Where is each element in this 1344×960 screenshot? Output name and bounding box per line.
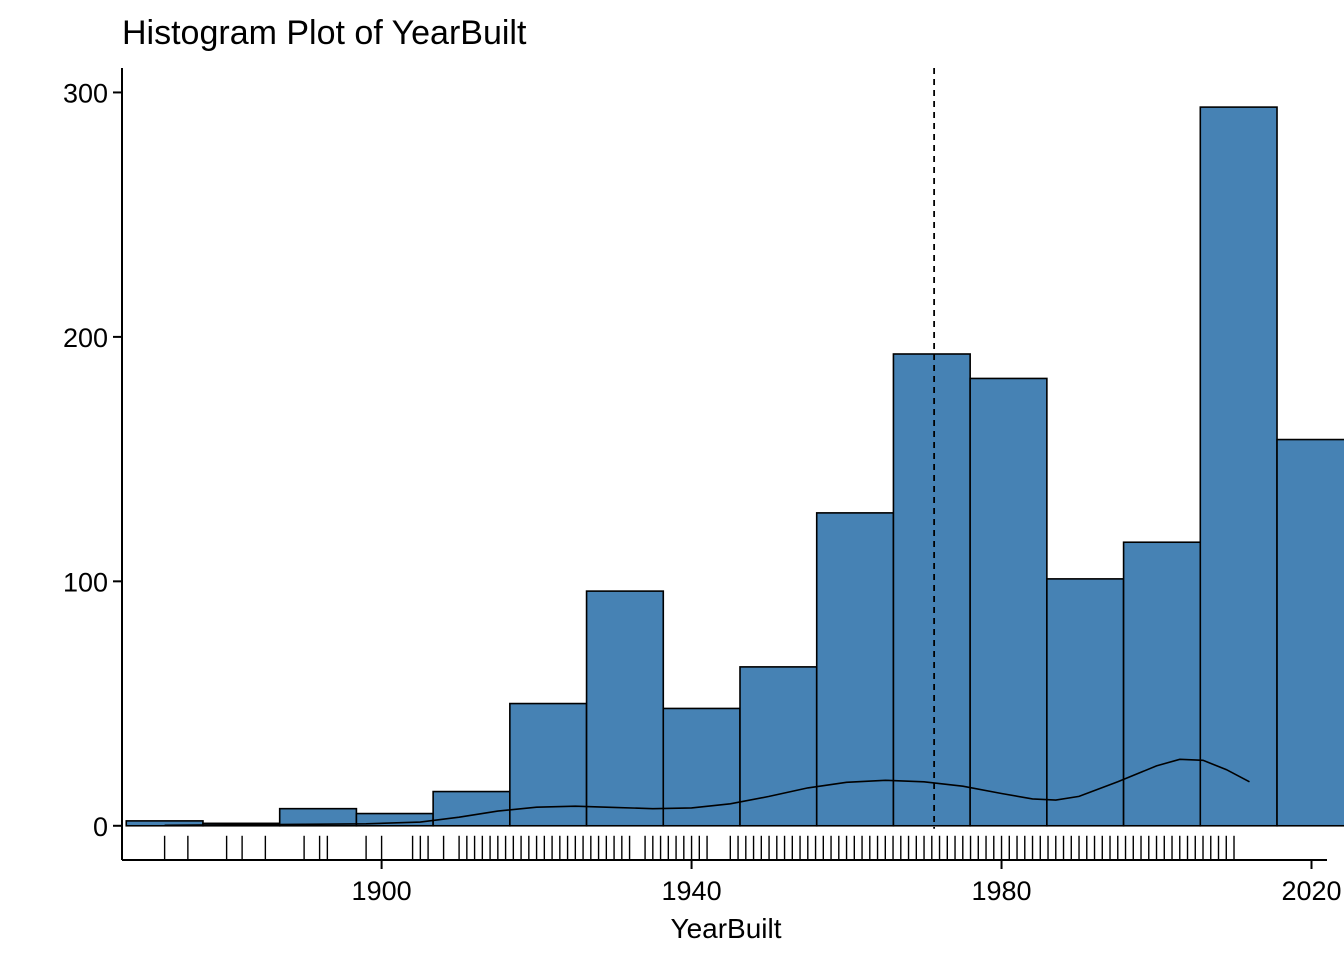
y-tick-label: 100: [63, 567, 108, 597]
axes: 0 100 200 300 1900 1940 1980 2020: [63, 68, 1342, 906]
histogram-bar: [815, 512, 895, 827]
histogram-bar: [1046, 578, 1125, 827]
chart-title: Histogram Plot of YearBuilt: [122, 14, 527, 52]
histogram-bar: [1122, 541, 1202, 827]
density-curve-layer: [164, 758, 1250, 827]
density-curve: [164, 758, 1250, 827]
y-tick-label: 300: [63, 78, 108, 108]
histogram-bar: [739, 666, 818, 827]
histogram-bar: [1276, 438, 1344, 827]
x-tick-label: 2020: [1281, 876, 1341, 906]
x-tick-label: 1980: [971, 876, 1031, 906]
histogram-bar: [892, 353, 971, 827]
x-tick-label: 1940: [662, 876, 722, 906]
x-axis-title: YearBuilt: [670, 913, 781, 944]
histogram-bar: [585, 590, 665, 827]
y-tick-label: 0: [93, 812, 108, 842]
histogram-bar: [432, 790, 511, 827]
x-tick-label: 1900: [352, 876, 412, 906]
histogram-bar: [1199, 106, 1278, 827]
rug-marks: [163, 835, 1235, 860]
histogram-bar: [969, 377, 1048, 827]
y-tick-label: 200: [63, 323, 108, 353]
